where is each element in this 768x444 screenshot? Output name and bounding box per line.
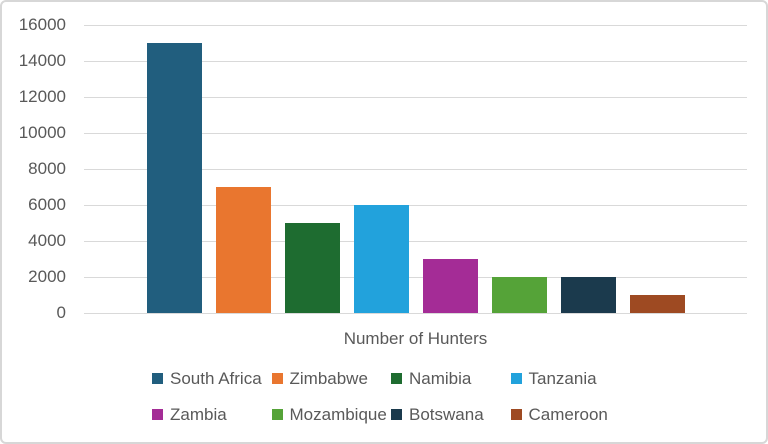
gridline-8000 bbox=[84, 169, 747, 170]
y-tick-label-8000: 8000 bbox=[28, 159, 66, 178]
legend-label: South Africa bbox=[170, 369, 262, 388]
legend-marker-icon bbox=[271, 373, 283, 384]
bar-zambia bbox=[422, 259, 478, 313]
legend-label: Cameroon bbox=[528, 405, 608, 424]
y-tick-label-4000: 4000 bbox=[28, 231, 66, 250]
legend-label: Zambia bbox=[170, 405, 227, 424]
bar-botswana bbox=[560, 277, 616, 313]
bar-cameroon bbox=[629, 295, 685, 313]
legend-label: Mozambique bbox=[289, 405, 387, 424]
gridline-0 bbox=[84, 313, 747, 314]
bar-zimbabwe bbox=[215, 187, 271, 313]
bar-south-africa bbox=[146, 43, 202, 313]
gridline-6000 bbox=[84, 205, 747, 206]
legend-marker-icon bbox=[152, 373, 163, 384]
legend-label: Zimbabwe bbox=[289, 369, 368, 388]
y-tick-label-10000: 10000 bbox=[18, 123, 66, 142]
legend-marker-icon bbox=[510, 373, 522, 384]
y-tick-label-12000: 12000 bbox=[18, 87, 66, 106]
y-tick-label-16000: 16000 bbox=[18, 15, 66, 34]
legend-label: Botswana bbox=[409, 405, 484, 424]
legend: South Africa Zimbabwe Namibia Tanzania Zambi… bbox=[152, 368, 630, 425]
legend-item-namibia: Namibia bbox=[391, 368, 511, 389]
y-tick-label-0: 0 bbox=[56, 303, 66, 322]
legend-item-botswana: Botswana bbox=[391, 404, 511, 425]
legend-label: Tanzania bbox=[528, 369, 597, 388]
bar-mozambique bbox=[491, 277, 547, 313]
gridline-10000 bbox=[84, 133, 747, 134]
legend-marker-icon bbox=[391, 373, 402, 384]
gridline-2000 bbox=[84, 277, 747, 278]
legend-marker-icon bbox=[391, 409, 402, 420]
y-tick-label-2000: 2000 bbox=[28, 267, 66, 286]
legend-label: Namibia bbox=[409, 369, 472, 388]
legend-item-mozambique: Mozambique bbox=[271, 404, 392, 425]
gridline-16000 bbox=[84, 25, 747, 26]
legend-marker-icon bbox=[271, 409, 283, 420]
legend-item-cameroon: Cameroon bbox=[510, 404, 631, 425]
bar-series bbox=[84, 25, 747, 313]
legend-item-zambia: Zambia bbox=[152, 404, 272, 425]
legend-item-south-africa: South Africa bbox=[152, 368, 272, 389]
legend-marker-icon bbox=[510, 409, 522, 420]
y-tick-label-14000: 14000 bbox=[18, 51, 66, 70]
x-axis-title: Number of Hunters bbox=[343, 329, 488, 348]
gridline-4000 bbox=[84, 241, 747, 242]
gridline-14000 bbox=[84, 61, 747, 62]
legend-item-zimbabwe: Zimbabwe bbox=[271, 368, 392, 389]
bar-tanzania bbox=[353, 205, 409, 313]
legend-item-tanzania: Tanzania bbox=[510, 368, 631, 389]
plot-area bbox=[84, 25, 747, 314]
y-axis: 0 2000 4000 6000 8000 10000 12000 14000 16000 bbox=[2, 16, 66, 322]
gridline-12000 bbox=[84, 97, 747, 98]
y-tick-label-6000: 6000 bbox=[28, 195, 66, 214]
bar-namibia bbox=[284, 223, 340, 313]
legend-marker-icon bbox=[152, 409, 163, 420]
